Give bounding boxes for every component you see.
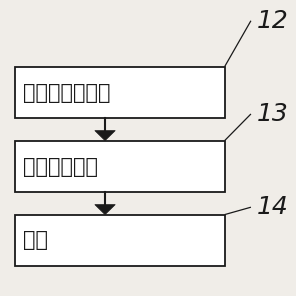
Text: 覆盖磁性薄膜: 覆盖磁性薄膜: [23, 157, 98, 176]
Bar: [15, 67, 225, 118]
Polygon shape: [95, 131, 115, 141]
Bar: [15, 215, 225, 266]
Polygon shape: [95, 205, 115, 215]
Text: 13: 13: [257, 102, 289, 126]
Text: 制作不导磁基板: 制作不导磁基板: [23, 83, 111, 102]
Bar: [15, 141, 225, 192]
Text: 录磁: 录磁: [23, 231, 48, 250]
Text: 12: 12: [257, 9, 289, 33]
Text: 14: 14: [257, 195, 289, 219]
